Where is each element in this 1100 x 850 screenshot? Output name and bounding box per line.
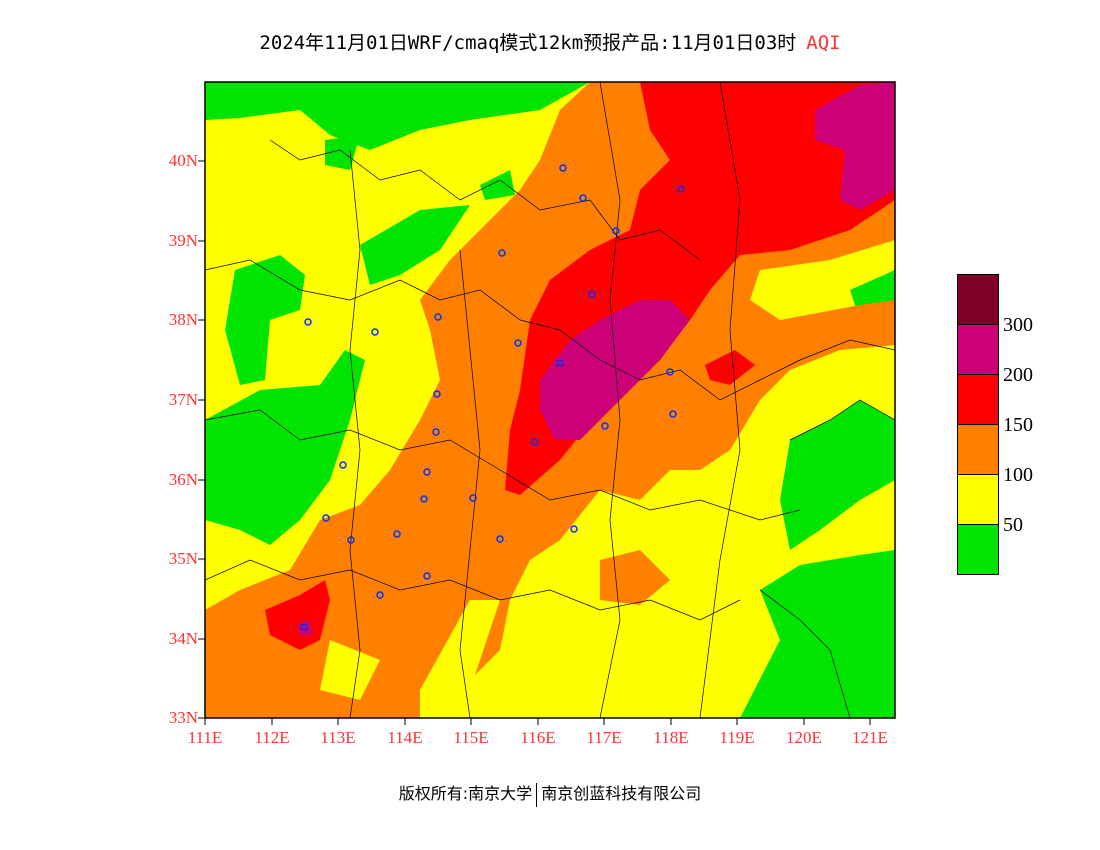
lat-label: 38N [168,310,198,329]
legend-label: 50 [1003,514,1023,536]
lon-label: 118E [653,728,689,747]
copyright-company: 南京创蓝科技有限公司 [541,784,702,803]
color-legend [957,274,999,575]
lon-label: 120E [786,728,822,747]
legend-label: 300 [1003,314,1033,336]
title-variable: AQI [806,32,841,54]
lon-label: 116E [520,728,556,747]
lat-label: 36N [168,470,198,489]
lat-label: 34N [168,629,198,648]
lon-label: 119E [719,728,755,747]
aqi-purple-areas [298,82,895,636]
legend-label: 200 [1003,364,1033,386]
map-title: 2024年11月01日WRF/cmaq模式12km预报产品:11月01日03时 A… [0,28,1100,55]
copyright-footer: 版权所有:南京大学 南京创蓝科技有限公司 [0,780,1100,807]
lon-label: 111E [187,728,223,747]
aqi-green-areas [205,82,895,718]
lon-label: 117E [586,728,622,747]
legend-swatch [958,325,998,375]
lat-label: 35N [168,549,198,568]
lat-label: 40N [168,151,198,170]
legend-label: 100 [1003,464,1033,486]
city-markers [300,164,685,631]
legend-swatch [958,375,998,425]
footer-divider [536,782,538,807]
title-text: 2024年11月01日WRF/cmaq模式12km预报产品:11月01日03时 [259,32,797,54]
lon-label: 121E [852,728,888,747]
lon-label: 113E [320,728,356,747]
lat-label: 33N [168,708,198,727]
lon-label: 114E [387,728,423,747]
legend-swatch [958,275,998,325]
legend-label: 150 [1003,414,1033,436]
axis-ticks [198,160,871,725]
copyright-owner: 版权所有:南京大学 [398,784,533,803]
admin-boundaries [205,82,895,718]
legend-swatch [958,425,998,475]
lon-label: 115E [453,728,489,747]
legend-swatch [958,525,998,574]
lon-label: 112E [254,728,290,747]
lat-label: 39N [168,231,198,250]
legend-swatch [958,475,998,525]
lat-label: 37N [168,390,198,409]
